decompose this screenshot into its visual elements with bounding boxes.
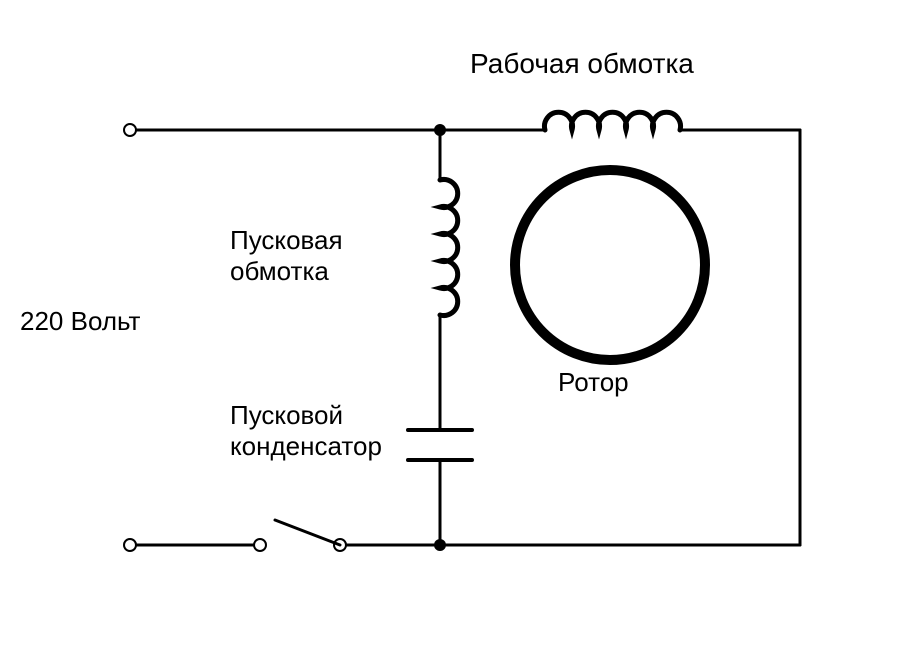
label-capacitor: Пусковой конденсатор <box>230 400 382 462</box>
switch <box>254 520 346 551</box>
label-rotor: Ротор <box>558 367 629 398</box>
label-start-winding: Пусковая обмотка <box>230 225 343 287</box>
main-winding-coil <box>545 112 681 130</box>
diagram-canvas: 220 Вольт Рабочая обмотка Пусковая обмот… <box>0 0 901 646</box>
label-main-winding: Рабочая обмотка <box>470 48 694 80</box>
start-winding-coil <box>440 180 458 316</box>
wire-group <box>130 130 800 545</box>
start-capacitor <box>408 430 472 460</box>
rotor-circle <box>515 170 705 360</box>
terminal-group <box>124 124 136 551</box>
label-source-voltage: 220 Вольт <box>20 306 140 337</box>
